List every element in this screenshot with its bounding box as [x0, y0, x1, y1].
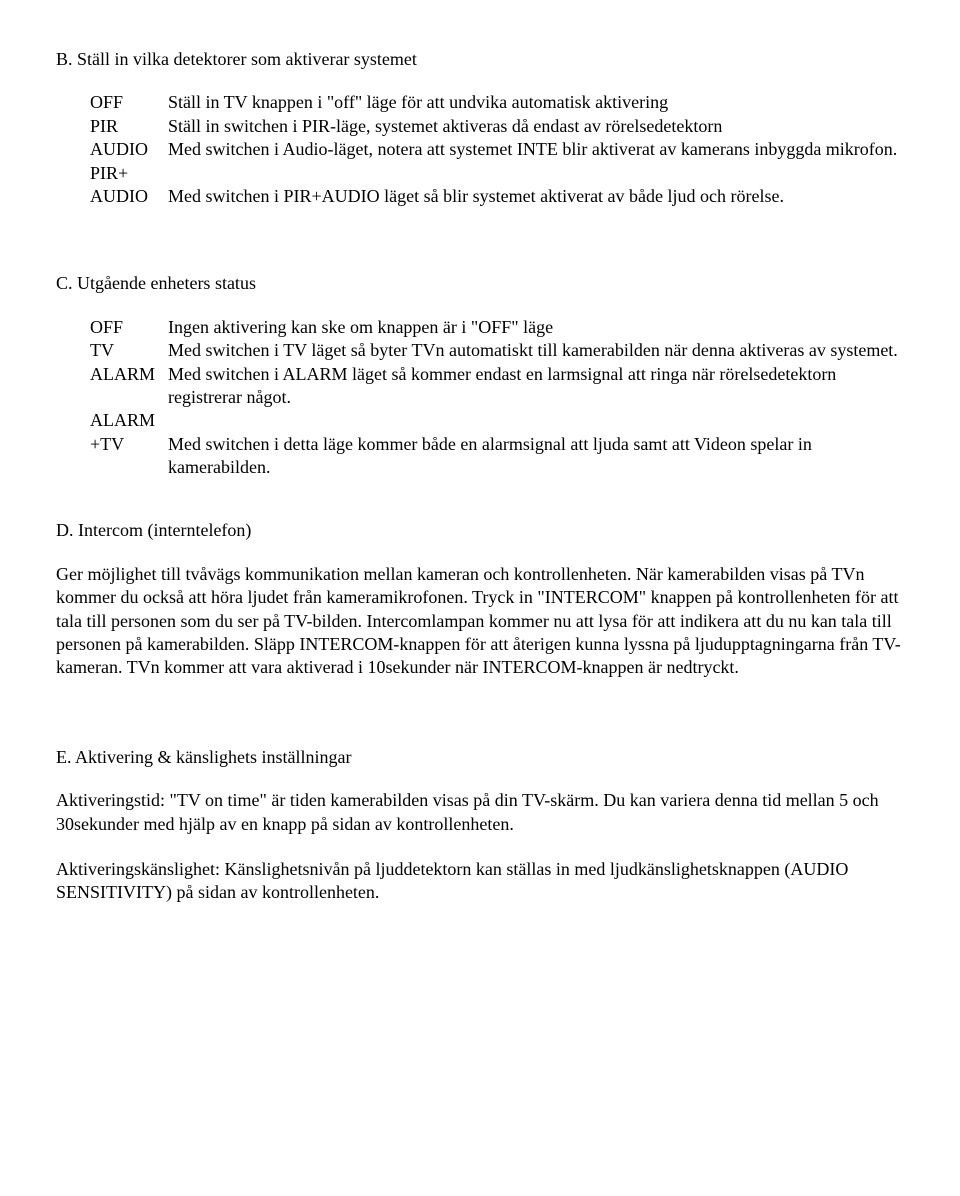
- def-term: +TV: [90, 433, 168, 456]
- section-e-heading: E. Aktivering & känslighets inställninga…: [56, 746, 904, 769]
- def-desc: Ställ in switchen i PIR-läge, systemet a…: [168, 115, 904, 138]
- def-term: ALARM: [90, 409, 168, 432]
- def-desc: Ingen aktivering kan ske om knappen är i…: [168, 316, 904, 339]
- def-row: TV Med switchen i TV läget så byter TVn …: [90, 339, 904, 362]
- def-row: AUDIO Med switchen i PIR+AUDIO läget så …: [90, 185, 904, 208]
- section-d-paragraph: Ger möjlighet till tvåvägs kommunikation…: [56, 563, 904, 680]
- def-row: ALARM: [90, 409, 904, 432]
- section-c-list: OFF Ingen aktivering kan ske om knappen …: [90, 316, 904, 480]
- section-c-heading: C. Utgående enheters status: [56, 272, 904, 295]
- def-desc: Med switchen i PIR+AUDIO läget så blir s…: [168, 185, 904, 208]
- section-d-heading: D. Intercom (interntelefon): [56, 519, 904, 542]
- def-term: AUDIO: [90, 138, 168, 161]
- def-term: PIR: [90, 115, 168, 138]
- def-row: PIR+: [90, 162, 904, 185]
- def-term: OFF: [90, 91, 168, 114]
- def-desc: Ställ in TV knappen i "off" läge för att…: [168, 91, 904, 114]
- section-e-paragraph-1: Aktiveringstid: "TV on time" är tiden ka…: [56, 789, 904, 836]
- def-desc: Med switchen i Audio-läget, notera att s…: [168, 138, 904, 161]
- def-term: TV: [90, 339, 168, 362]
- section-b-list: OFF Ställ in TV knappen i "off" läge för…: [90, 91, 904, 208]
- section-e-paragraph-2: Aktiveringskänslighet: Känslighetsnivån …: [56, 858, 904, 905]
- section-b-heading: B. Ställ in vilka detektorer som aktiver…: [56, 48, 904, 71]
- def-term: OFF: [90, 316, 168, 339]
- def-desc: Med switchen i ALARM läget så kommer end…: [168, 363, 904, 410]
- def-row: OFF Ställ in TV knappen i "off" läge för…: [90, 91, 904, 114]
- def-row: OFF Ingen aktivering kan ske om knappen …: [90, 316, 904, 339]
- def-row: +TV Med switchen i detta läge kommer båd…: [90, 433, 904, 480]
- def-row: PIR Ställ in switchen i PIR-läge, system…: [90, 115, 904, 138]
- def-term: AUDIO: [90, 185, 168, 208]
- def-desc: Med switchen i detta läge kommer både en…: [168, 433, 904, 480]
- def-term: PIR+: [90, 162, 168, 185]
- def-row: ALARM Med switchen i ALARM läget så komm…: [90, 363, 904, 410]
- def-desc: Med switchen i TV läget så byter TVn aut…: [168, 339, 904, 362]
- def-term: ALARM: [90, 363, 168, 386]
- def-row: AUDIO Med switchen i Audio-läget, notera…: [90, 138, 904, 161]
